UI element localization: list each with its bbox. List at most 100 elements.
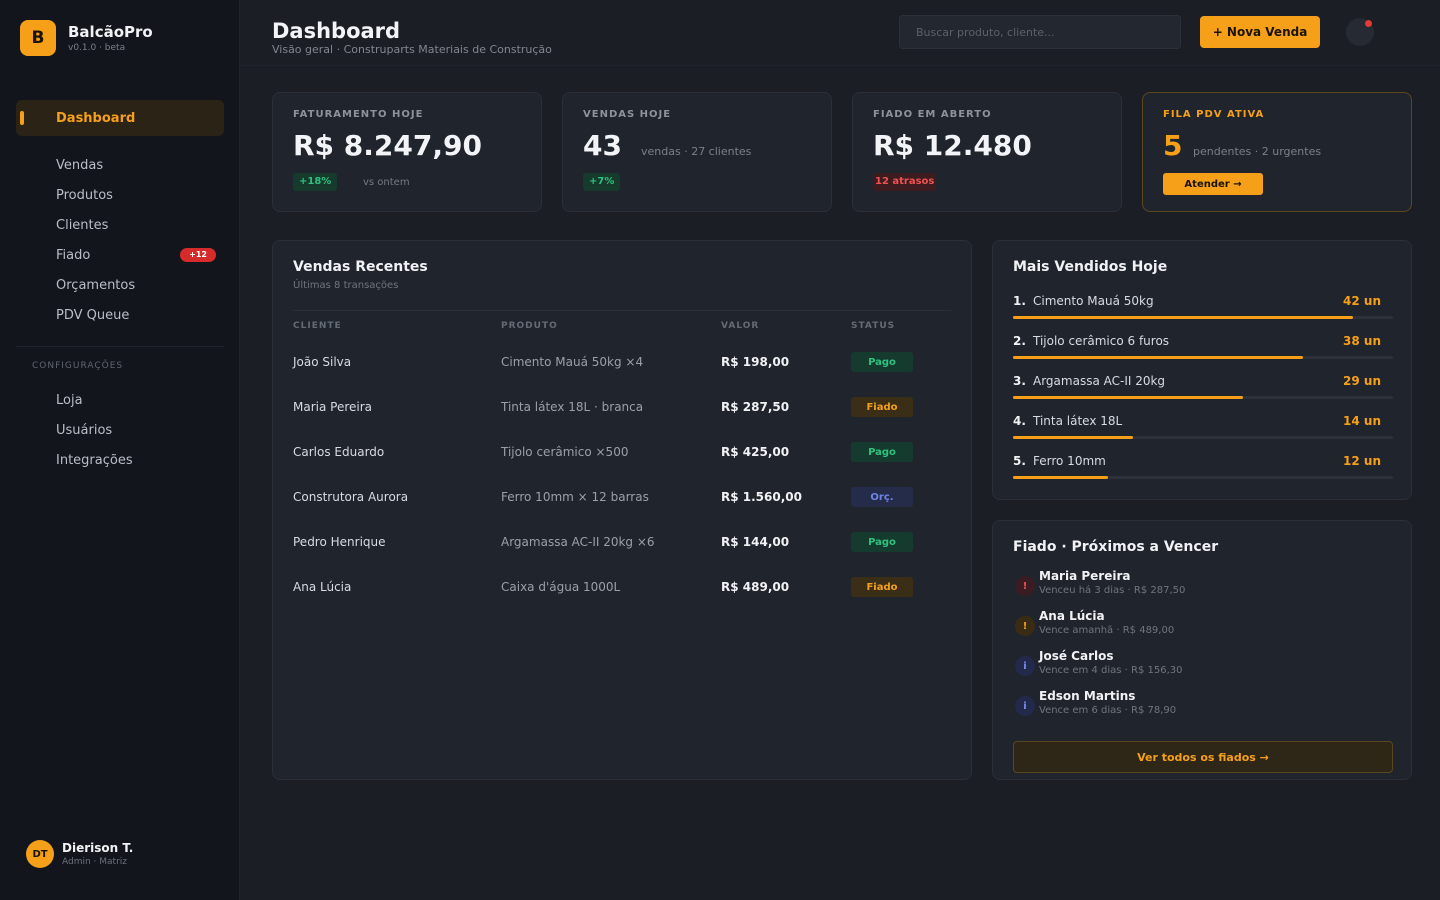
- column-header-value[interactable]: VALOR: [721, 321, 760, 331]
- see-all-credit-button[interactable]: Ver todos os fiados →: [1013, 741, 1393, 773]
- top-header: Dashboard Visão geral · Construparts Mat…: [240, 0, 1440, 66]
- brand-version: v0.1.0 · beta: [68, 43, 126, 53]
- kpi-detail: pendentes · 2 urgentes: [1193, 145, 1322, 158]
- sidebar-item-usuarios[interactable]: Usuários: [16, 415, 224, 445]
- sidebar: B BalcãoPro v0.1.0 · beta Dashboard Vend…: [0, 0, 240, 900]
- user-profile[interactable]: DT Dierison T. Admin · Matriz: [26, 840, 133, 868]
- sidebar-item-fiado[interactable]: Fiado +12: [16, 240, 224, 270]
- due-info: Vence em 6 dias · R$ 78,90: [1039, 705, 1177, 716]
- sidebar-item-label: PDV Queue: [56, 307, 130, 323]
- kpi-label: VENDAS HOJE: [583, 109, 672, 120]
- sidebar-item-label: Dashboard: [56, 110, 136, 126]
- list-item[interactable]: 2. Tijolo cerâmico 6 furos 38 un: [1013, 334, 1393, 374]
- notification-dot: [1365, 20, 1372, 27]
- rank: 1.: [1013, 294, 1026, 308]
- avatar: DT: [26, 840, 54, 868]
- progress-fill: [1013, 356, 1303, 359]
- cell-product: Tinta látex 18L · branca: [501, 400, 644, 414]
- warning-icon: !: [1015, 616, 1035, 636]
- rank: 5.: [1013, 454, 1026, 468]
- kpi-value: 43: [583, 129, 622, 162]
- recent-sales-panel: Vendas Recentes Últimas 8 transações CLI…: [272, 240, 972, 780]
- notification-bell-icon[interactable]: [1346, 18, 1374, 46]
- brand[interactable]: B BalcãoPro v0.1.0 · beta: [20, 20, 153, 56]
- kpi-detail: vendas · 27 clientes: [641, 145, 752, 158]
- sidebar-item-dashboard[interactable]: Dashboard: [16, 100, 224, 136]
- table-row[interactable]: João Silva Cimento Mauá 50kg ×4 R$ 198,0…: [273, 352, 973, 399]
- sidebar-item-orcamentos[interactable]: Orçamentos: [16, 270, 224, 300]
- kpi-label: FILA PDV ATIVA: [1163, 109, 1265, 120]
- list-item[interactable]: 5. Ferro 10mm 12 un: [1013, 454, 1393, 494]
- customer-name: José Carlos: [1039, 649, 1114, 663]
- progress-fill: [1013, 436, 1134, 439]
- list-item[interactable]: 1. Cimento Mauá 50kg 42 un: [1013, 294, 1393, 334]
- active-marker: [20, 111, 24, 125]
- sidebar-item-vendas[interactable]: Vendas: [16, 150, 224, 180]
- new-sale-button[interactable]: + Nova Venda: [1200, 16, 1320, 48]
- kpi-change-badge: +7%: [583, 173, 621, 191]
- list-item[interactable]: i Edson Martins Vence em 6 dias · R$ 78,…: [1015, 689, 1395, 736]
- kpi-card-credit: FIADO EM ABERTO R$ 12.480 12 atrasos: [852, 92, 1122, 212]
- settings-section-title: CONFIGURAÇÕES: [32, 361, 124, 371]
- kpi-label: FIADO EM ABERTO: [873, 109, 992, 120]
- sidebar-item-label: Loja: [56, 392, 83, 408]
- sidebar-item-loja[interactable]: Loja: [16, 385, 224, 415]
- list-item[interactable]: i José Carlos Vence em 4 dias · R$ 156,3…: [1015, 649, 1395, 696]
- cell-value: R$ 287,50: [721, 400, 790, 414]
- cell-value: R$ 425,00: [721, 445, 790, 459]
- quantity: 14 un: [1343, 414, 1381, 428]
- table-divider: [293, 310, 951, 311]
- progress-fill: [1013, 476, 1108, 479]
- customer-name: Maria Pereira: [1039, 569, 1131, 583]
- table-row[interactable]: Pedro Henrique Argamassa AC-II 20kg ×6 R…: [273, 532, 973, 579]
- cell-client: Pedro Henrique: [293, 535, 386, 549]
- list-item[interactable]: ! Ana Lúcia Vence amanhã · R$ 489,00: [1015, 609, 1395, 656]
- progress-track: [1013, 316, 1393, 319]
- kpi-card-revenue: FATURAMENTO HOJE R$ 8.247,90 +18% vs ont…: [272, 92, 542, 212]
- progress-track: [1013, 356, 1393, 359]
- column-header-product[interactable]: PRODUTO: [501, 321, 558, 331]
- brand-logo: B: [20, 20, 56, 56]
- credit-due-panel: Fiado · Próximos a Vencer ! Maria Pereir…: [992, 520, 1412, 780]
- search-input[interactable]: [899, 15, 1181, 49]
- attend-queue-button[interactable]: Atender →: [1163, 173, 1263, 195]
- progress-track: [1013, 436, 1393, 439]
- cell-client: Carlos Eduardo: [293, 445, 385, 459]
- status-badge: Pago: [851, 532, 913, 552]
- progress-fill: [1013, 316, 1354, 319]
- rank: 4.: [1013, 414, 1026, 428]
- sidebar-item-produtos[interactable]: Produtos: [16, 180, 224, 210]
- table-row[interactable]: Ana Lúcia Caixa d'água 1000L R$ 489,00 F…: [273, 577, 973, 624]
- table-row[interactable]: Carlos Eduardo Tijolo cerâmico ×500 R$ 4…: [273, 442, 973, 489]
- list-item[interactable]: 4. Tinta látex 18L 14 un: [1013, 414, 1393, 454]
- sidebar-item-pdv-queue[interactable]: PDV Queue: [16, 300, 224, 330]
- column-header-status[interactable]: STATUS: [851, 321, 896, 331]
- product-name: Tinta látex 18L: [1033, 414, 1123, 428]
- brand-name: BalcãoPro: [68, 23, 153, 41]
- sidebar-item-clientes[interactable]: Clientes: [16, 210, 224, 240]
- table-row[interactable]: Construtora Aurora Ferro 10mm × 12 barra…: [273, 487, 973, 534]
- column-header-client[interactable]: CLIENTE: [293, 321, 342, 331]
- sidebar-nav: Dashboard Vendas Produtos Clientes Fiado…: [16, 100, 224, 475]
- top-sellers-panel: Mais Vendidos Hoje 1. Cimento Mauá 50kg …: [992, 240, 1412, 500]
- quantity: 12 un: [1343, 454, 1381, 468]
- kpi-card-sales: VENDAS HOJE 43 vendas · 27 clientes +7%: [562, 92, 832, 212]
- sidebar-item-integracoes[interactable]: Integrações: [16, 445, 224, 475]
- kpi-value: R$ 8.247,90: [293, 129, 482, 162]
- cell-value: R$ 198,00: [721, 355, 790, 369]
- sidebar-item-label: Vendas: [56, 157, 104, 173]
- user-role: Admin · Matriz: [62, 856, 127, 867]
- fiado-count-badge: +12: [180, 248, 216, 262]
- panel-title: Vendas Recentes: [293, 259, 428, 275]
- status-badge: Fiado: [851, 397, 913, 417]
- progress-track: [1013, 476, 1393, 479]
- list-item[interactable]: 3. Argamassa AC-II 20kg 29 un: [1013, 374, 1393, 414]
- cell-client: João Silva: [293, 355, 352, 369]
- quantity: 38 un: [1343, 334, 1381, 348]
- kpi-note: vs ontem: [363, 177, 410, 188]
- table-row[interactable]: Maria Pereira Tinta látex 18L · branca R…: [273, 397, 973, 444]
- list-item[interactable]: ! Maria Pereira Venceu há 3 dias · R$ 28…: [1015, 569, 1395, 616]
- sidebar-item-label: Produtos: [56, 187, 113, 203]
- kpi-value: 5: [1163, 129, 1183, 162]
- cell-product: Ferro 10mm × 12 barras: [501, 490, 649, 504]
